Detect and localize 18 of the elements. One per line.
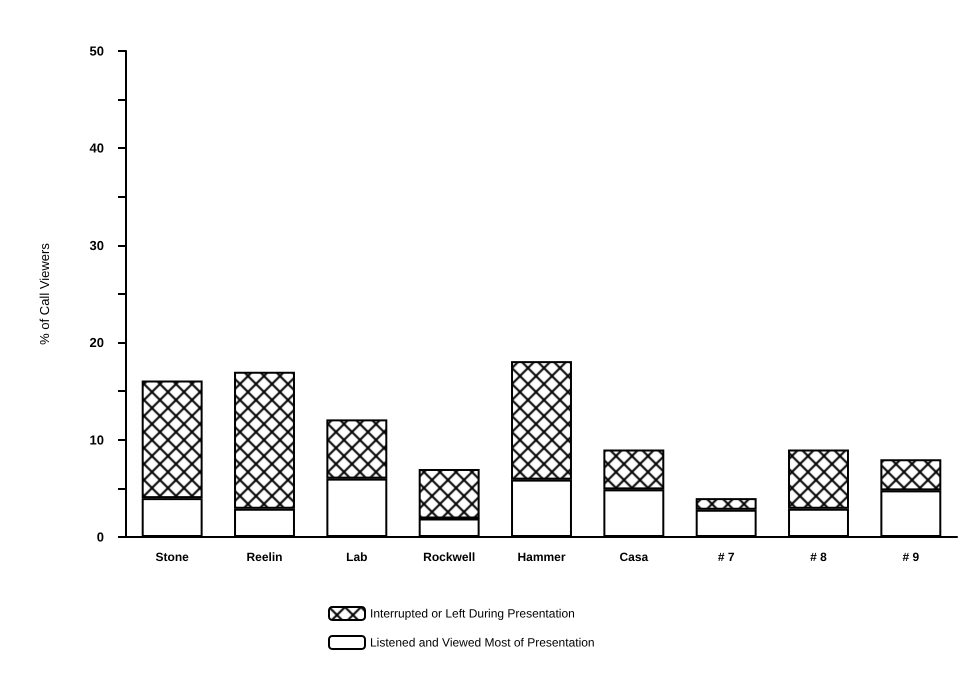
x-tick-label: Rockwell: [423, 550, 476, 564]
x-tick-label: # 7: [718, 550, 735, 564]
y-axis-title: % of Call Viewers: [37, 242, 52, 345]
x-tick-label: Hammer: [517, 550, 566, 564]
x-tick-label: Casa: [619, 550, 649, 564]
y-tick-label: 0: [96, 530, 104, 544]
y-tick-label: 10: [90, 432, 104, 448]
x-tick-label: # 9: [902, 550, 920, 564]
y-tick-label: 30: [90, 238, 104, 253]
y-tick-label: 20: [90, 335, 104, 350]
legend-label: Listened and Viewed Most of Presentation: [370, 636, 595, 650]
y-tick-label: 40: [90, 140, 104, 156]
x-tick-label: Lab: [346, 550, 368, 564]
x-tick-label: Stone: [155, 550, 190, 564]
x-tick-label: Reelin: [246, 550, 283, 564]
x-tick-label: # 8: [810, 550, 828, 564]
y-tick-label: 50: [90, 44, 104, 58]
legend-label: Interrupted or Left During Presentation: [370, 606, 575, 620]
